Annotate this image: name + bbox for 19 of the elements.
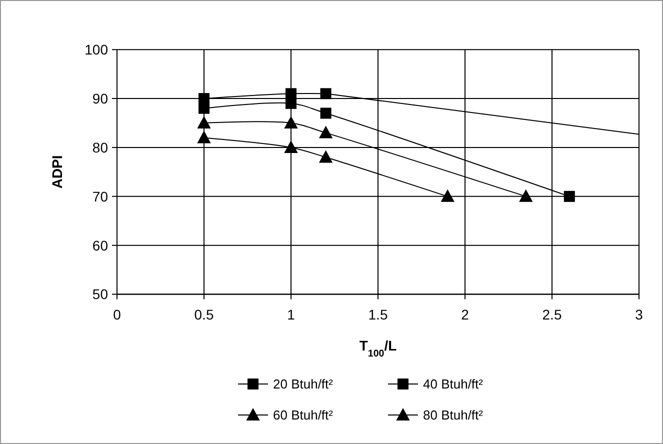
legend-label: 20 Btuh/ft² — [273, 376, 334, 392]
legend-label: 80 Btuh/ft² — [423, 408, 484, 423]
y-axis-title: ADPI — [49, 155, 65, 189]
legend-label: 40 Btuh/ft² — [423, 376, 484, 392]
y-tick-label: 90 — [92, 90, 108, 106]
legend-label: 60 Btuh/ft² — [273, 408, 334, 423]
y-tick-label: 60 — [92, 237, 108, 254]
x-tick-label: 0.5 — [194, 306, 214, 322]
x-tick-label: 3 — [635, 306, 644, 322]
x-tick-label: 1 — [287, 306, 296, 322]
x-tick-label: 1.5 — [368, 306, 388, 322]
x-tick-label: 2.5 — [542, 306, 562, 322]
y-tick-label: 50 — [92, 286, 108, 302]
x-tick-label: 2 — [461, 306, 470, 322]
x-axis-title: T$_{100}$/L — [359, 337, 398, 359]
y-tick-label: 80 — [92, 139, 108, 156]
x-tick-label: 0 — [113, 306, 122, 322]
y-tick-label: 100 — [84, 42, 108, 58]
y-tick-label: 70 — [92, 188, 108, 204]
